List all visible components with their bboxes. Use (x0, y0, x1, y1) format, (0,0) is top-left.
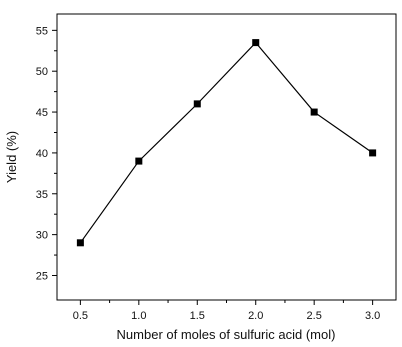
y-tick-label: 55 (36, 25, 48, 37)
y-tick-label: 50 (36, 66, 48, 78)
x-axis: 0.5 1.0 1.5 2.0 2.5 3.0 (73, 300, 380, 322)
x-tick-label: 2.0 (248, 310, 263, 322)
data-point-marker (76, 239, 84, 247)
x-tick-label: 1.0 (131, 310, 146, 322)
plot-frame (56, 13, 397, 301)
y-tick-label: 35 (36, 189, 48, 201)
data-point-marker (369, 149, 377, 157)
x-tick-label: 3.0 (365, 310, 380, 322)
series-layer (76, 39, 377, 247)
y-tick-label: 25 (36, 270, 48, 282)
data-point-marker (135, 157, 143, 165)
y-axis-title: Yield (%) (4, 131, 19, 183)
x-tick-label: 2.5 (307, 310, 322, 322)
y-tick-label: 30 (36, 230, 48, 242)
x-axis-title: Number of moles of sulfuric acid (mol) (117, 327, 336, 342)
x-tick-label: 1.5 (190, 310, 205, 322)
data-point-marker (310, 108, 318, 116)
series-line (79, 41, 373, 244)
data-point-marker (193, 100, 201, 108)
y-tick-label: 40 (36, 148, 48, 160)
y-tick-label: 45 (36, 107, 48, 119)
y-axis: 25 30 35 40 45 50 55 (36, 25, 57, 282)
data-point-marker (252, 39, 260, 47)
x-tick-label: 0.5 (73, 310, 88, 322)
